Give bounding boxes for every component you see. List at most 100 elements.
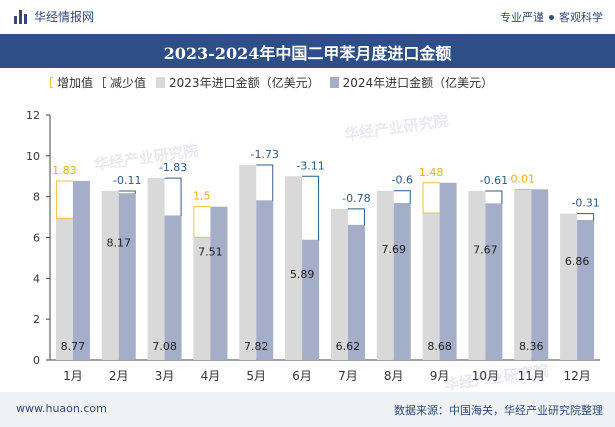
bar-2024: [164, 215, 182, 360]
bar-2024: [118, 193, 136, 360]
bar-2024: [531, 189, 549, 360]
bar-2023: [422, 213, 440, 360]
bar-2023: [239, 165, 257, 360]
watermark-text: 华经产业研究院: [343, 112, 449, 144]
series-2023-swatch: [156, 77, 166, 88]
bar-2023: [376, 190, 394, 360]
bar-2023: [514, 189, 532, 360]
value-label-2024: 8.68: [427, 340, 452, 353]
value-label-2024: 7.82: [244, 340, 269, 353]
value-label-2024: 8.77: [61, 340, 86, 353]
bar-2024: [72, 180, 90, 360]
change-label: 1.5: [193, 190, 211, 203]
legend-increase: 增加值: [50, 74, 93, 91]
change-bracket: [393, 190, 411, 204]
change-label: 0.01: [511, 172, 536, 185]
header-tags: 专业严谨 客观科学: [500, 9, 603, 25]
legend-decrease-label: 减少值: [110, 76, 147, 90]
bar-2024: [485, 203, 503, 360]
change-bracket: [55, 180, 73, 219]
value-label-2024: 7.67: [473, 244, 498, 257]
bar-2024: [302, 239, 320, 360]
change-bracket: [256, 164, 274, 201]
change-label: -0.11: [113, 174, 141, 187]
legend-2023: 2023年进口金额（亿美元）: [156, 74, 320, 91]
change-label: -0.78: [342, 192, 370, 205]
bar-2024: [577, 219, 595, 360]
x-tick-label: 2月: [109, 369, 129, 383]
title-bar: 2023-2024年中国二甲苯月度进口金额: [0, 34, 615, 68]
bar-2023: [560, 213, 578, 360]
value-label-2024: 6.86: [565, 255, 590, 268]
x-tick-label: 4月: [201, 369, 221, 383]
bar-2023: [147, 178, 165, 360]
bar-2024: [439, 182, 457, 360]
change-bracket: [347, 208, 365, 226]
legend-increase-label: 增加值: [57, 76, 94, 90]
change-label: -1.73: [251, 148, 279, 161]
tag-professional: 专业严谨: [500, 11, 544, 24]
value-label-2024: 6.62: [336, 340, 361, 353]
legend-2024: 2024年进口金额（亿美元）: [329, 74, 494, 91]
x-tick-label: 8月: [384, 369, 404, 383]
value-label-2024: 5.89: [290, 268, 315, 281]
bar-2023: [330, 208, 348, 360]
brand[interactable]: 华经情报网: [14, 8, 94, 25]
series-2024-swatch: [329, 77, 339, 88]
change-label: 1.83: [52, 164, 77, 177]
change-bracket: [164, 177, 182, 216]
chart-title: 2023-2024年中国二甲苯月度进口金额: [163, 44, 452, 63]
decrease-swatch: [103, 77, 107, 88]
x-tick-label: 1月: [63, 369, 83, 383]
value-label-2024: 7.51: [198, 246, 223, 259]
y-tick-label: 4: [33, 272, 40, 285]
bar-2023: [193, 237, 211, 360]
footer-url[interactable]: www.huaon.com: [16, 402, 107, 415]
tag-objective: 客观科学: [559, 11, 603, 24]
change-bracket: [422, 182, 440, 214]
x-tick-label: 6月: [292, 369, 312, 383]
bar-2023: [55, 218, 73, 360]
change-bracket: [577, 213, 595, 221]
value-label-2024: 7.69: [382, 243, 407, 256]
change-bracket: [118, 190, 136, 194]
y-tick-label: 6: [33, 232, 40, 245]
change-bracket: [302, 175, 320, 241]
x-tick-label: 12月: [563, 369, 590, 383]
legend-2024-label: 2024年进口金额（亿美元）: [342, 76, 494, 90]
bar-2024: [347, 224, 365, 360]
increase-swatch: [50, 77, 53, 88]
bar-2024: [393, 202, 411, 360]
x-tick-label: 7月: [338, 369, 358, 383]
bar-2023: [285, 176, 303, 360]
bullet-icon: [549, 14, 554, 20]
bar-chart-icon: [14, 9, 28, 24]
y-tick-label: 0: [33, 354, 40, 367]
y-tick-label: 8: [33, 191, 40, 204]
x-tick-label: 3月: [155, 369, 175, 383]
bar-2024: [210, 206, 228, 360]
bar-chart: 华经产业研究院华经产业研究院华经产业研究院0246810121.838.771月…: [26, 109, 600, 392]
legend-decrease: 减少值: [103, 74, 146, 91]
bar-2023: [468, 190, 486, 360]
x-tick-label: 10月: [472, 369, 499, 383]
change-label: -1.83: [159, 161, 187, 174]
y-tick-label: 12: [26, 109, 40, 122]
change-bracket: [193, 206, 211, 238]
top-bar: 华经情报网 专业严谨 客观科学: [0, 0, 615, 34]
value-label-2024: 7.08: [152, 340, 177, 353]
y-tick-label: 10: [26, 150, 40, 163]
x-tick-label: 5月: [246, 369, 266, 383]
y-tick-label: 2: [33, 313, 40, 326]
change-label: 1.48: [419, 166, 444, 179]
change-label: -0.61: [480, 174, 508, 187]
change-bracket: [485, 190, 503, 204]
footer: www.huaon.com 数据来源：中国海关，华经产业研究院整理: [0, 392, 615, 427]
x-tick-label: 11月: [518, 369, 545, 383]
legend-2023-label: 2023年进口金额（亿美元）: [169, 76, 320, 90]
footer-source: 数据来源：中国海关，华经产业研究院整理: [394, 404, 603, 417]
chart-legend: 增加值 减少值 2023年进口金额（亿美元） 2024年进口金额（亿美元）: [50, 74, 493, 91]
bar-2024: [256, 200, 274, 360]
value-label-2024: 8.36: [519, 340, 544, 353]
value-label-2024: 8.17: [107, 237, 132, 250]
